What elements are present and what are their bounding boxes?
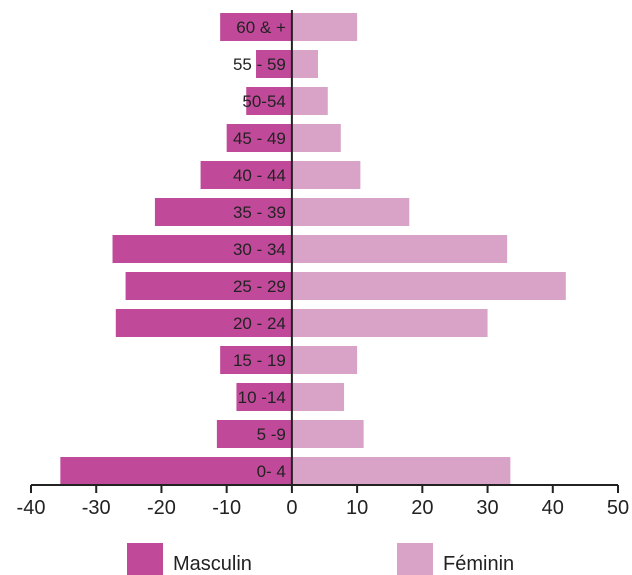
category-label: 60 & + — [236, 18, 286, 37]
x-tick-label: -20 — [147, 497, 176, 519]
x-tick-label: 40 — [542, 497, 564, 519]
x-tick-label: -10 — [212, 497, 241, 519]
bar-feminin — [291, 309, 488, 337]
bar-masculin — [220, 13, 292, 41]
bars-group — [60, 13, 566, 485]
bar-feminin — [291, 198, 410, 226]
category-label: 25 - 29 — [233, 277, 286, 296]
category-label: 45 - 49 — [233, 129, 286, 148]
category-label: 35 - 39 — [233, 203, 286, 222]
bar-masculin — [115, 309, 292, 337]
x-tick-label: 0 — [286, 497, 297, 519]
x-tick-label: 50 — [607, 497, 629, 519]
category-label: 0- 4 — [257, 462, 286, 481]
legend-item-masculin: Masculin — [127, 543, 252, 575]
legend-swatch-feminin — [397, 543, 433, 575]
bar-masculin — [200, 161, 292, 189]
bar-feminin — [291, 383, 345, 411]
x-axis: -40 -30 -20 -10 0 10 20 30 40 50 — [17, 484, 629, 519]
bar-feminin — [291, 457, 511, 485]
category-label: 15 - 19 — [233, 351, 286, 370]
category-label: 55 - 59 — [233, 55, 286, 74]
legend-label-feminin: Féminin — [443, 553, 514, 575]
bar-feminin — [291, 13, 358, 41]
category-label: 30 - 34 — [233, 240, 286, 259]
bar-masculin — [226, 124, 292, 152]
bar-feminin — [291, 161, 361, 189]
bar-masculin — [60, 457, 292, 485]
x-tick-label: -40 — [17, 497, 46, 519]
x-tick-label: 30 — [476, 497, 498, 519]
x-tick-label: 10 — [346, 497, 368, 519]
bar-feminin — [291, 235, 508, 263]
x-tick-label: -30 — [82, 497, 111, 519]
bar-masculin — [216, 420, 292, 448]
bar-masculin — [256, 50, 292, 78]
legend: Masculin Féminin — [127, 543, 514, 575]
bar-feminin — [291, 50, 318, 78]
bar-masculin — [236, 383, 292, 411]
bar-masculin — [220, 346, 292, 374]
category-label: 10 -14 — [238, 388, 286, 407]
bar-masculin — [112, 235, 292, 263]
bar-feminin — [291, 272, 566, 300]
category-label: 40 - 44 — [233, 166, 286, 185]
bar-feminin — [291, 420, 364, 448]
category-label: 50-54 — [242, 92, 285, 111]
category-label: 5 -9 — [257, 425, 286, 444]
bar-feminin — [291, 124, 341, 152]
legend-swatch-masculin — [127, 543, 163, 575]
bar-feminin — [291, 87, 328, 115]
bar-masculin — [125, 272, 292, 300]
category-labels: 60 & + 55 - 59 50-54 45 - 49 40 - 44 35 - 39 3… — [233, 18, 286, 481]
bar-feminin — [291, 346, 358, 374]
legend-label-masculin: Masculin — [173, 553, 252, 575]
category-label: 20 - 24 — [233, 314, 286, 333]
x-tick-label: 20 — [411, 497, 433, 519]
bar-masculin — [246, 87, 292, 115]
bar-masculin — [154, 198, 292, 226]
legend-item-feminin: Féminin — [397, 543, 514, 575]
